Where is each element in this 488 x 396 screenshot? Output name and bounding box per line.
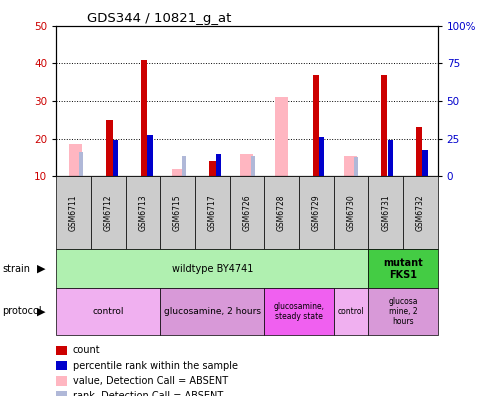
Bar [79,152,83,176]
Text: protocol: protocol [2,307,42,316]
Text: GSM6712: GSM6712 [103,194,113,231]
Bar [422,150,427,176]
Text: GSM6732: GSM6732 [415,194,424,231]
Bar [312,74,318,176]
Text: GSM6726: GSM6726 [242,194,251,231]
Text: value, Detection Call = ABSENT: value, Detection Call = ABSENT [73,375,227,386]
Bar [381,74,386,176]
Text: control: control [92,307,124,316]
Text: GSM6730: GSM6730 [346,194,355,231]
Text: GSM6711: GSM6711 [69,194,78,231]
Text: GSM6713: GSM6713 [138,194,147,231]
Bar [209,161,215,176]
Text: mutant
FKS1: mutant FKS1 [382,258,422,280]
Text: GSM6715: GSM6715 [173,194,182,231]
Text: control: control [337,307,364,316]
Bar [387,141,392,176]
Text: glucosamine,
steady state: glucosamine, steady state [273,302,324,321]
Text: GSM6728: GSM6728 [277,194,285,231]
Bar [240,154,253,176]
Bar [182,156,186,176]
Text: GSM6729: GSM6729 [311,194,320,231]
Text: rank, Detection Call = ABSENT: rank, Detection Call = ABSENT [73,390,223,396]
Text: percentile rank within the sample: percentile rank within the sample [73,360,237,371]
Bar [113,141,118,176]
Bar [147,135,152,176]
Bar [171,169,184,176]
Text: ▶: ▶ [37,264,46,274]
Bar [415,127,421,176]
Bar [274,97,287,176]
Text: wildtype BY4741: wildtype BY4741 [171,264,252,274]
Text: GSM6717: GSM6717 [207,194,216,231]
Bar [353,157,358,176]
Text: glucosamine, 2 hours: glucosamine, 2 hours [163,307,260,316]
Text: glucosa
mine, 2
hours: glucosa mine, 2 hours [387,297,417,326]
Text: strain: strain [2,264,30,274]
Text: GSM6731: GSM6731 [380,194,389,231]
Bar [68,144,81,176]
Text: GDS344 / 10821_g_at: GDS344 / 10821_g_at [86,11,231,25]
Bar [216,154,221,176]
Bar [319,137,324,176]
Bar [343,156,356,176]
Text: ▶: ▶ [37,307,46,316]
Bar [106,120,112,176]
Bar [250,156,255,176]
Bar [141,59,147,176]
Text: count: count [73,345,100,356]
